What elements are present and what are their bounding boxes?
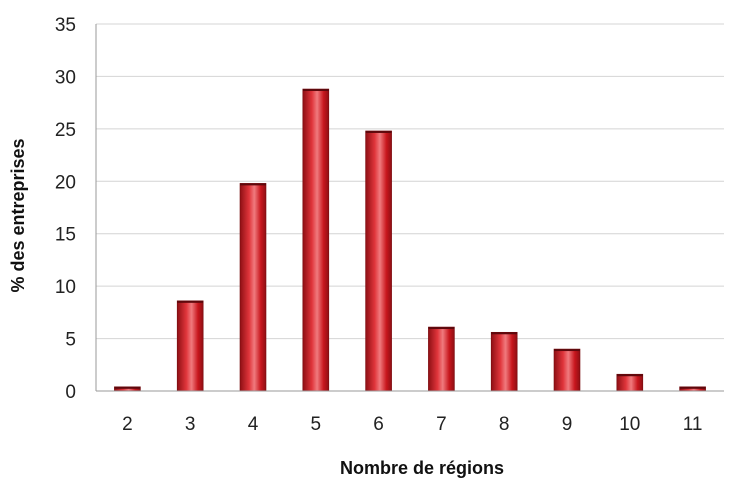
bar-cap-9	[554, 349, 580, 352]
bar-8	[490, 331, 518, 392]
x-tick-label: 2	[122, 414, 133, 435]
y-tick-label: 35	[55, 15, 76, 36]
bar-cap-8	[491, 332, 518, 335]
bar-cap-4	[240, 183, 266, 186]
bars	[114, 88, 706, 392]
y-tick-label: 25	[55, 120, 76, 141]
bar-cap-7	[428, 327, 455, 330]
y-axis-title: % des entreprises	[8, 138, 28, 292]
bar-3	[176, 300, 204, 392]
y-tick-label: 15	[55, 225, 76, 246]
x-tick-label: 11	[683, 414, 703, 435]
bar-cap-3	[177, 300, 204, 303]
x-tick-label: 7	[436, 414, 447, 435]
x-tick-label: 9	[562, 414, 573, 435]
grid-lines	[96, 23, 724, 340]
x-axis-ticks: 2 3 4 5 6 7 8 9 10 11	[122, 414, 702, 435]
y-tick-label: 30	[55, 67, 76, 88]
bar-cap-5	[302, 89, 329, 92]
y-tick-label: 0	[65, 382, 76, 403]
x-tick-label: 10	[619, 414, 640, 435]
y-tick-label: 10	[55, 277, 76, 298]
bar-4	[239, 183, 267, 392]
y-tick-label: 20	[55, 172, 76, 193]
x-tick-label: 6	[373, 414, 384, 435]
bar-cap-10	[616, 374, 643, 377]
bar-cap-2	[114, 386, 141, 389]
x-tick-label: 4	[248, 414, 259, 435]
bar-7	[428, 326, 455, 392]
bar-5	[302, 88, 330, 392]
bar-9	[553, 348, 581, 392]
bar-cap-11	[679, 386, 706, 389]
x-tick-label: 8	[499, 414, 510, 435]
x-tick-label: 5	[311, 414, 322, 435]
x-tick-label: 3	[185, 414, 196, 435]
bar-cap-6	[365, 130, 392, 133]
bar-6	[365, 130, 392, 392]
y-axis-ticks: 0 5 10 15 20 25 30 35	[55, 15, 76, 403]
bar-10	[616, 373, 644, 392]
y-tick-label: 5	[65, 330, 76, 351]
x-axis-title: Nombre de régions	[340, 458, 504, 478]
